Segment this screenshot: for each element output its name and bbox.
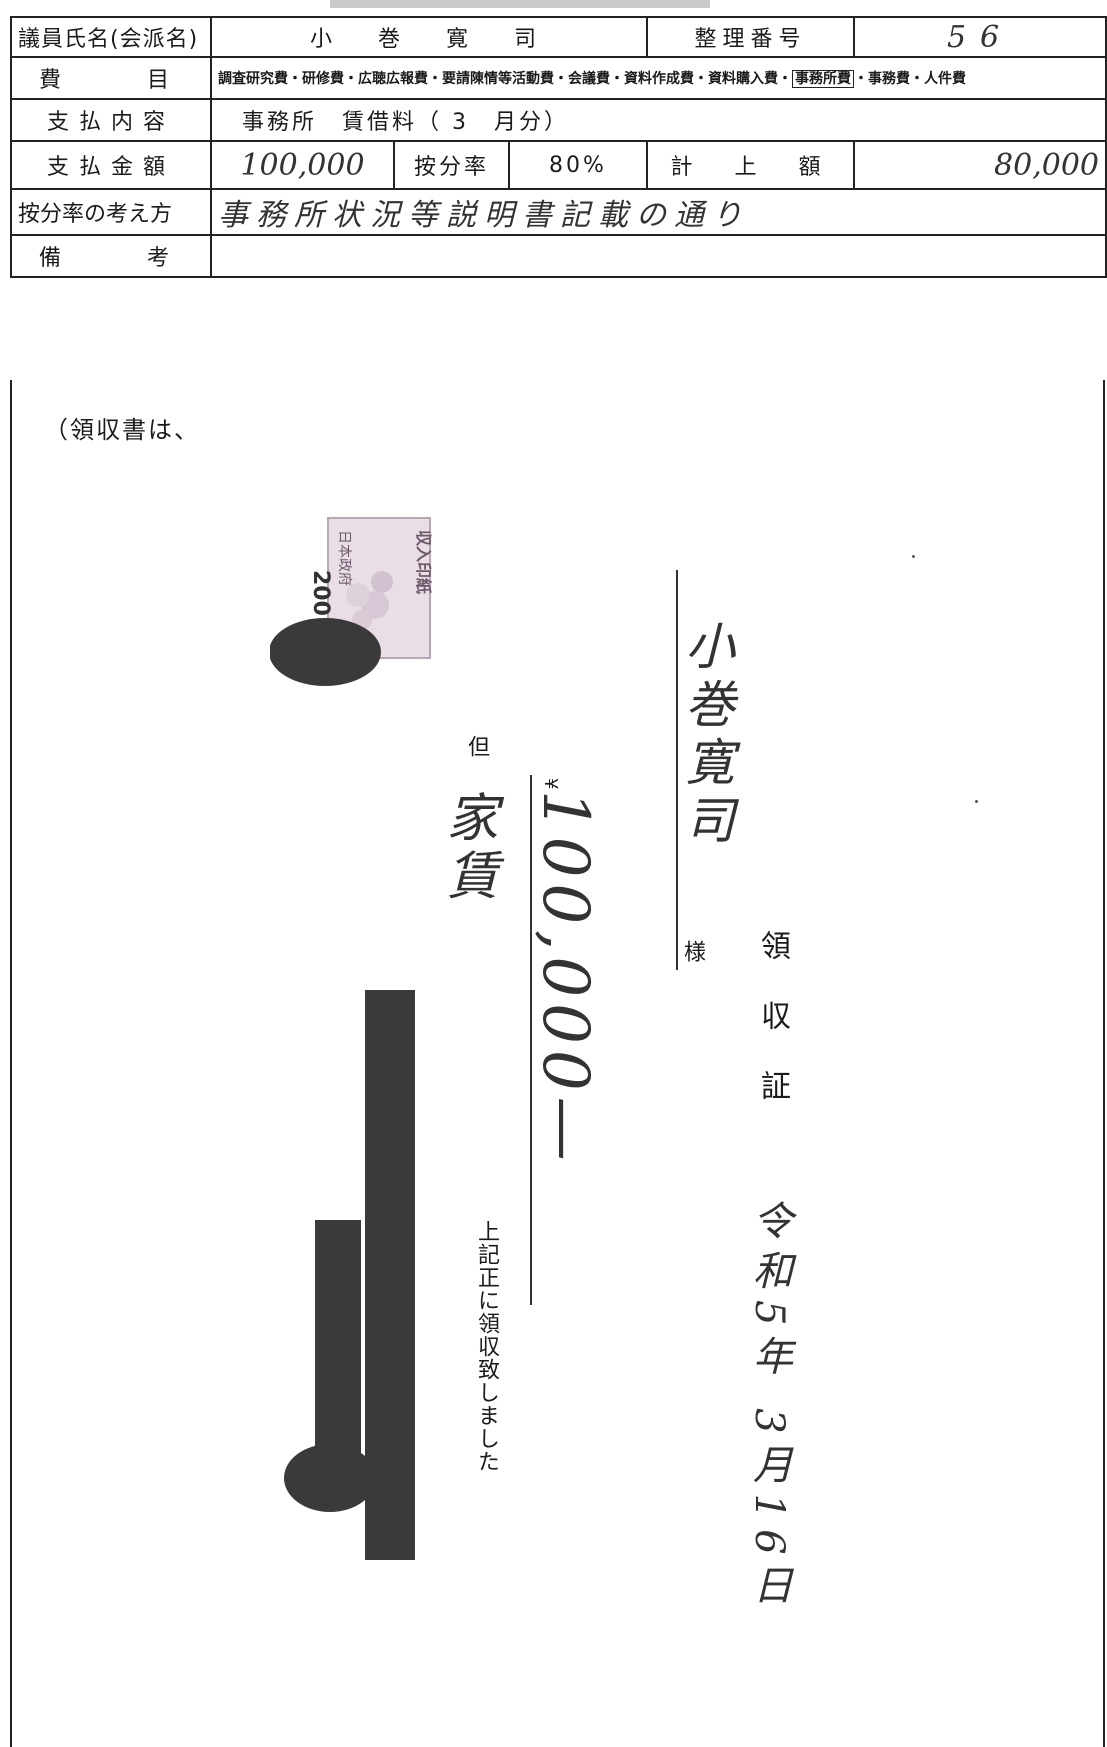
title-strip <box>330 0 710 8</box>
member-name: 小 巻 寛 司 <box>209 16 649 58</box>
receipt-recipient: 小巻寛司 <box>677 620 735 852</box>
receipt-area <box>10 380 1105 1747</box>
number-label: 整理番号 <box>646 16 856 58</box>
remarks-label: 備 考 <box>10 234 212 278</box>
receipt-acknowledgement: 上記正に領収致しました <box>474 1220 499 1473</box>
basis-value: 事務所状況等説明書記載の通り <box>209 188 1107 236</box>
scan-speck <box>975 800 978 803</box>
ratio-label: 按分率 <box>393 140 510 190</box>
amount-label: 支払金額 <box>10 140 212 190</box>
receipt-date: 令和5年 3月16日 <box>746 1200 792 1615</box>
amount-value: 100,000 <box>210 140 395 190</box>
receipt-note: （領収書は、 <box>44 416 200 444</box>
scan-speck <box>912 555 915 558</box>
row-member: 議員氏名(会派名) 小 巻 寛 司 整理番号 56 <box>10 16 1107 58</box>
row-category: 費 目 調査研究費・研修費・広聴広報費・要請陳情等活動費・会議費・資料作成費・資… <box>10 56 1107 100</box>
member-label: 議員氏名(会派名) <box>10 16 212 58</box>
receipt-tada-label: 但 <box>464 735 489 757</box>
category-options: 調査研究費・研修費・広聴広報費・要請陳情等活動費・会議費・資料作成費・資料購入費… <box>209 56 1107 100</box>
basis-label: 按分率の考え方 <box>10 188 212 236</box>
receipt-honorific: 様 <box>680 940 705 962</box>
row-content: 支払内容 事務所 賃借料（ 3 月分） <box>10 98 1107 142</box>
receipt-purpose: 家賃 <box>437 790 497 906</box>
category-items-after: ・事務費・人件費 <box>854 71 966 87</box>
redaction-seal <box>284 1444 376 1512</box>
recorded-value: 80,000 <box>853 140 1107 190</box>
category-selected: 事務所費 <box>792 70 854 88</box>
redaction-oval <box>270 618 381 686</box>
row-amount: 支払金額 100,000 按分率 80% 計 上 額 80,000 <box>10 140 1107 190</box>
receipt-title: 領収証 <box>755 930 790 1140</box>
recorded-label: 計 上 額 <box>646 140 856 190</box>
stamp-value: 200 <box>308 570 333 616</box>
content-value: 事務所 賃借料（ 3 月分） <box>209 98 1107 142</box>
row-remarks: 備 考 <box>10 234 1107 278</box>
revenue-stamp: 収入印紙 日本政府 200 <box>270 517 433 686</box>
remarks-value <box>209 234 1107 278</box>
category-items-before: 調査研究費・研修費・広聴広報費・要請陳情等活動費・会議費・資料作成費・資料購入費… <box>218 71 792 87</box>
content-label: 支払内容 <box>10 98 212 142</box>
receipt-amount: 100,000— <box>528 790 602 1167</box>
category-label: 費 目 <box>10 56 212 100</box>
number-value: 56 <box>853 16 1107 58</box>
row-basis: 按分率の考え方 事務所状況等説明書記載の通り <box>10 188 1107 236</box>
stamp-text: 収入印紙 <box>414 530 433 594</box>
expense-form-table: 議員氏名(会派名) 小 巻 寛 司 整理番号 56 費 目 調査研究費・研修費・… <box>10 16 1107 278</box>
receipt-yen-mark: ¥ <box>540 778 561 790</box>
redaction-bar-long <box>365 990 415 1560</box>
amount-underline <box>530 775 532 1305</box>
recipient-underline <box>676 570 678 970</box>
ratio-value: 80% <box>507 140 649 190</box>
redaction-bar-short <box>315 1220 361 1470</box>
stamp-country: 日本政府 <box>336 530 352 586</box>
